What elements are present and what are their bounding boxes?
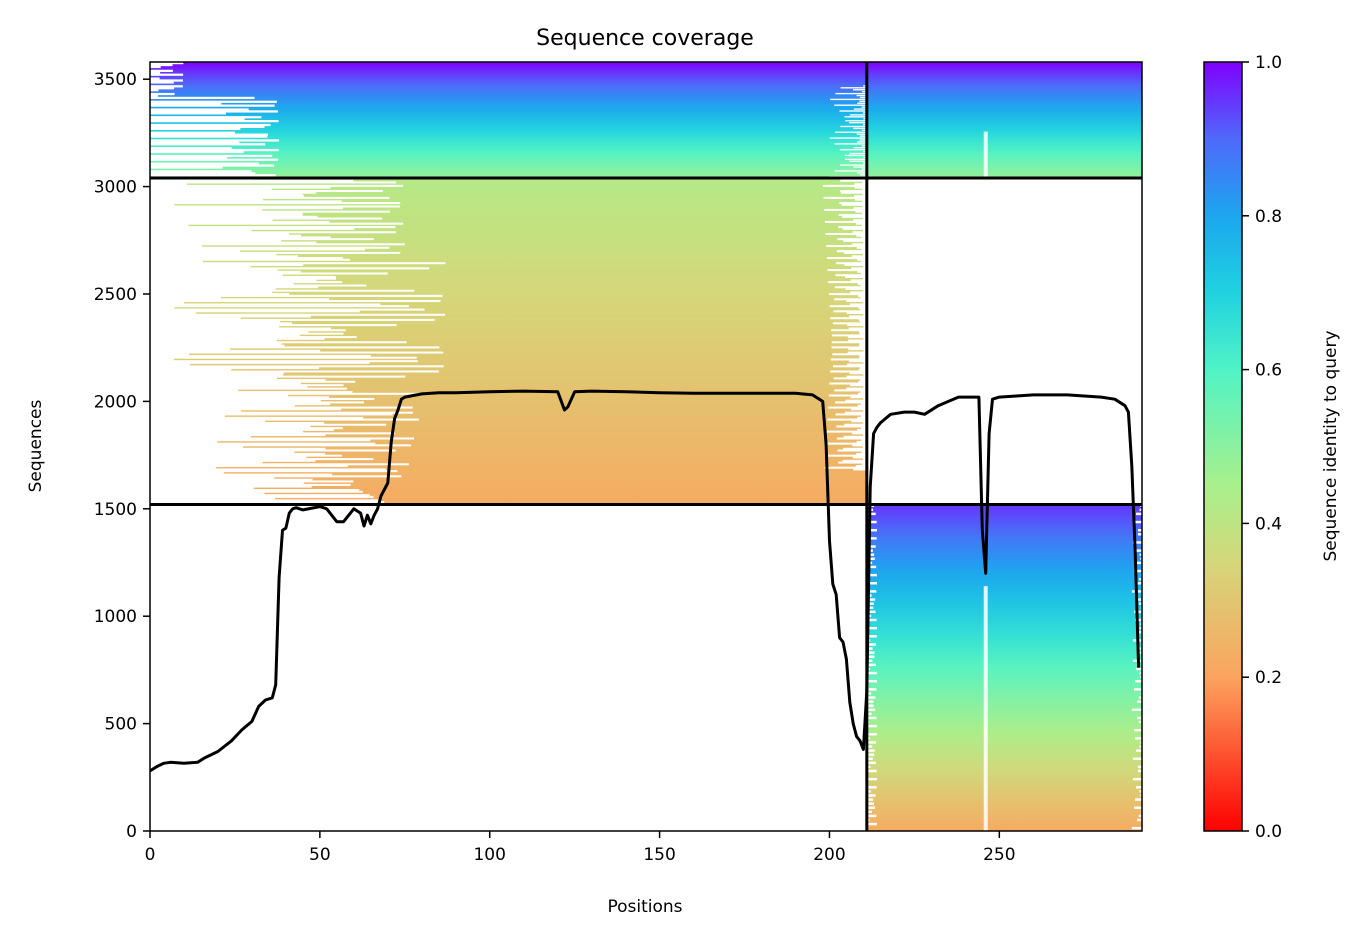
colorbar: 0.0 0.2 0.4 0.6 0.8 1.0 (1204, 53, 1282, 842)
y-tick-label: 3500 (94, 70, 137, 90)
x-tick-label: 100 (473, 845, 505, 865)
colorbar-tick-label: 0.6 (1255, 361, 1282, 381)
y-tick-label: 2500 (94, 285, 137, 305)
x-tick-label: 200 (813, 845, 845, 865)
y-tick-label: 0 (126, 822, 137, 842)
colorbar-tick-label: 0.0 (1255, 822, 1282, 842)
y-tick-label: 500 (105, 715, 137, 735)
plot-area (150, 62, 1142, 831)
x-tick-label: 150 (643, 845, 675, 865)
block-lower-right (867, 504, 1142, 831)
colorbar-gradient (1204, 62, 1242, 831)
block-top-right-gap-column (984, 132, 988, 178)
chart-title: Sequence coverage (536, 26, 754, 51)
x-tick-label: 0 (145, 845, 156, 865)
x-tick-label: 250 (983, 845, 1015, 865)
colorbar-tick-label: 0.2 (1255, 668, 1282, 688)
x-axis-label: Positions (607, 897, 682, 917)
block-top-right (867, 62, 1142, 178)
colorbar-tick-label: 0.4 (1255, 514, 1282, 534)
y-tick-label: 1500 (94, 500, 137, 520)
y-tick-label: 2000 (94, 392, 137, 412)
x-axis: 0 50 100 150 200 250 (145, 831, 1016, 865)
y-axis-label: Sequences (26, 400, 46, 493)
colorbar-label: Sequence identity to query (1321, 330, 1341, 561)
y-tick-label: 1000 (94, 607, 137, 627)
colorbar-tick-label: 0.8 (1255, 207, 1282, 227)
y-axis: 0 500 1000 1500 2000 2500 3000 3500 (94, 70, 150, 842)
x-tick-label: 50 (309, 845, 331, 865)
y-tick-label: 3000 (94, 178, 137, 198)
colorbar-tick-label: 1.0 (1255, 53, 1282, 73)
